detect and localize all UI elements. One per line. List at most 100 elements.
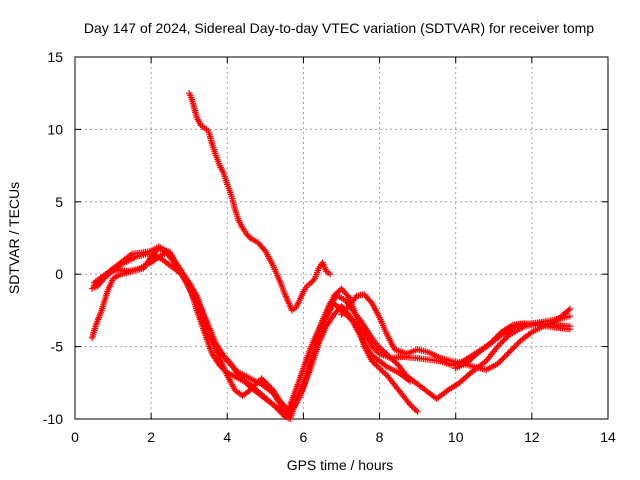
data-point: [244, 381, 251, 388]
data-point: [494, 343, 501, 350]
data-point: [565, 307, 572, 314]
data-point: [489, 337, 496, 344]
data-point: [507, 347, 514, 355]
data-point: [513, 342, 520, 349]
data-point: [374, 363, 382, 371]
y-tick-label: -5: [51, 339, 64, 355]
data-point: [382, 370, 389, 378]
data-point: [376, 365, 383, 372]
data-point: [389, 356, 396, 363]
data-point: [225, 359, 232, 366]
data-point: [372, 340, 379, 347]
data-point: [310, 276, 317, 284]
data-point: [406, 378, 414, 385]
data-point: [231, 365, 238, 372]
data-point: [127, 251, 134, 259]
data-point: [379, 368, 386, 375]
data-point: [258, 375, 265, 382]
data-point: [495, 331, 502, 339]
x-tick-label: 10: [448, 429, 464, 445]
data-point: [493, 333, 501, 340]
data-point: [370, 344, 377, 352]
grid: [75, 57, 608, 419]
data-point: [383, 350, 390, 357]
data-point: [374, 342, 381, 349]
data-point: [382, 362, 389, 369]
data-point: [232, 366, 240, 373]
data-point: [387, 355, 395, 362]
data-point: [370, 359, 377, 366]
x-tick-label: 6: [300, 429, 308, 445]
data-point: [367, 298, 374, 305]
data-point: [381, 349, 389, 356]
x-tick-label: 12: [524, 429, 540, 445]
data-point: [335, 288, 342, 295]
data-point: [492, 334, 499, 342]
data-point: [378, 346, 386, 353]
data-point: [373, 347, 380, 355]
data-point: [504, 350, 511, 357]
data-point: [329, 297, 337, 304]
data-point: [409, 404, 417, 411]
x-tick-label: 2: [147, 429, 155, 445]
data-point: [503, 352, 510, 359]
y-tick-label: 0: [55, 266, 63, 282]
data-point: [500, 355, 507, 362]
data-point: [411, 405, 418, 413]
series-track-4: [90, 249, 414, 420]
data-point: [234, 368, 241, 375]
data-point: [412, 407, 420, 414]
y-tick-label: -10: [43, 411, 63, 427]
data-point: [505, 349, 513, 356]
data-point: [229, 363, 237, 371]
data-point: [375, 343, 382, 350]
data-point: [326, 271, 334, 278]
data-point: [508, 346, 516, 353]
data-point: [491, 336, 498, 343]
data-point: [224, 357, 231, 365]
data-point: [408, 402, 415, 410]
data-point: [500, 337, 507, 344]
y-tick-label: 15: [47, 49, 63, 65]
data-point: [332, 301, 339, 308]
data-point: [228, 362, 235, 369]
data-point: [514, 340, 521, 347]
x-tick-labels: 0 2 4 6 8 10 12 14: [71, 429, 616, 445]
data-point: [495, 342, 503, 349]
data-point: [259, 376, 267, 384]
series-track-3: [90, 243, 574, 417]
y-tick-label: 5: [55, 194, 63, 210]
data-point: [392, 359, 399, 366]
data-point: [488, 339, 495, 346]
data-point: [242, 379, 249, 386]
data-point: [503, 334, 510, 342]
chart-title: Day 147 of 2024, Sidereal Day-to-day VTE…: [84, 20, 594, 36]
data-point: [226, 360, 234, 368]
x-tick-label: 4: [223, 429, 231, 445]
data-point: [498, 356, 506, 363]
data-points: [88, 90, 574, 423]
data-point: [393, 360, 401, 368]
plot-frame: [74, 56, 609, 420]
data-point: [510, 344, 517, 352]
y-tick-labels: -10 -5 0 5 10 15: [43, 49, 63, 427]
series-track-7: [186, 90, 334, 314]
x-tick-label: 8: [376, 429, 384, 445]
data-point: [371, 346, 379, 353]
data-point: [498, 339, 506, 346]
data-point: [326, 300, 334, 307]
data-point: [241, 378, 248, 385]
data-point: [377, 366, 385, 373]
y-axis-label: SDTVAR / TECUs: [6, 182, 22, 294]
y-tick-label: 10: [47, 121, 63, 137]
data-point: [238, 375, 245, 382]
axis-ticks: [74, 56, 609, 420]
data-point: [495, 359, 503, 366]
data-point: [373, 362, 380, 369]
data-point: [414, 408, 421, 415]
data-point: [511, 343, 518, 350]
data-point: [501, 353, 508, 360]
data-point: [368, 343, 376, 350]
data-point: [501, 336, 508, 343]
